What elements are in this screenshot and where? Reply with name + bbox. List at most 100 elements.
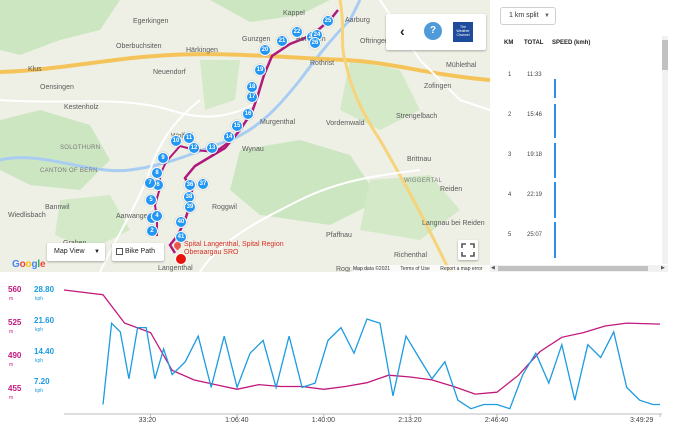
km-marker[interactable]: 4 xyxy=(151,210,163,222)
km-marker[interactable]: 5 xyxy=(145,194,157,206)
km-marker[interactable]: 19 xyxy=(254,64,266,76)
km-marker[interactable]: 37 xyxy=(197,178,209,190)
route-end-marker[interactable] xyxy=(175,253,187,265)
km-marker[interactable]: 21 xyxy=(276,35,288,47)
help-icon[interactable]: ? xyxy=(424,22,442,40)
split-total-time: 22:19 xyxy=(527,192,543,198)
split-speed-bar xyxy=(554,143,556,178)
km-marker[interactable]: 25 xyxy=(322,15,334,27)
back-chevron-icon[interactable]: ‹ xyxy=(400,23,405,39)
split-row: 1 11:33 xyxy=(490,60,660,100)
split-speed-bar xyxy=(554,182,556,218)
km-marker[interactable]: 12 xyxy=(188,142,200,154)
place-label: Roggwil xyxy=(212,204,237,211)
elevation-series-line xyxy=(63,289,661,395)
place-label: Oftringen xyxy=(360,38,389,45)
split-row: 3 19:18 xyxy=(490,140,660,180)
km-marker[interactable]: 10 xyxy=(170,135,182,147)
km-marker[interactable]: 39 xyxy=(184,201,196,213)
km-marker[interactable]: 40 xyxy=(175,216,187,228)
splits-horizontal-scrollbar[interactable]: ◀ ▶ xyxy=(490,265,668,272)
elevation-unit-label: m xyxy=(9,362,14,369)
scroll-left-arrow-icon[interactable]: ◀ xyxy=(491,265,495,271)
elevation-tick-label: 560 xyxy=(8,285,22,294)
km-marker[interactable]: 9 xyxy=(157,152,169,164)
speed-tick-label: 21.60 xyxy=(34,315,55,325)
map-view-dropdown[interactable]: Map View ▼ xyxy=(47,243,105,261)
elevation-unit-label: m xyxy=(9,296,14,302)
elevation-tick-label: 490 xyxy=(8,351,22,361)
x-tick-label: 3:49:29 xyxy=(630,417,654,424)
place-label: Pfaffnau xyxy=(326,232,352,239)
split-speed-bar xyxy=(554,222,556,258)
elevation-tick-label: 525 xyxy=(8,318,22,328)
speed-unit-label: kph xyxy=(35,296,44,302)
scrollbar-thumb[interactable] xyxy=(662,40,668,70)
scrollbar-thumb[interactable] xyxy=(498,266,648,271)
km-marker[interactable]: 22 xyxy=(291,26,303,38)
split-total-time: 15:46 xyxy=(527,112,543,118)
km-marker[interactable]: 15 xyxy=(231,120,243,132)
speed-unit-label: kph xyxy=(35,357,44,364)
place-label: Aarwangen xyxy=(116,213,152,220)
report-map-error-link[interactable]: Report a map error xyxy=(440,266,483,272)
place-label: Gunzgen xyxy=(242,36,271,43)
km-header: KM xyxy=(504,40,514,46)
place-label: Langnau bei Reiden xyxy=(422,220,485,227)
region-label: SOLOTHURN xyxy=(60,145,101,151)
caret-down-icon: ▼ xyxy=(544,13,550,19)
x-tick-label: 2:13:20 xyxy=(398,417,422,424)
speed-tick-label: 28.80 xyxy=(34,285,55,294)
route-map[interactable]: Egerkingen Kappel Oberbuchsiten Härkingen Gu… xyxy=(0,0,490,272)
speed-header: SPEED (kmh) xyxy=(552,40,591,46)
splits-vertical-scrollbar[interactable] xyxy=(662,36,668,264)
weather-channel-logo[interactable]: The Weather Channel xyxy=(453,22,473,42)
speed-unit-label: kph xyxy=(35,388,44,395)
split-row: 2 15:46 xyxy=(490,100,660,140)
speed-unit-label: kph xyxy=(35,326,44,333)
km-marker[interactable]: 16 xyxy=(242,108,254,120)
place-label: Brittnau xyxy=(407,156,432,163)
km-marker[interactable]: 2 xyxy=(146,225,158,237)
km-marker[interactable]: 14 xyxy=(223,131,235,143)
elevation-tick-label: 455 xyxy=(8,384,22,394)
km-marker[interactable]: 41 xyxy=(175,231,187,243)
split-km: 1 xyxy=(508,72,512,78)
split-total-time: 25:07 xyxy=(527,232,543,238)
scroll-right-arrow-icon[interactable]: ▶ xyxy=(661,265,665,271)
place-label: Murgenthal xyxy=(260,119,296,126)
terms-of-use-link[interactable]: Terms of Use xyxy=(400,266,430,272)
place-label: Bannwil xyxy=(45,204,70,211)
fullscreen-button[interactable] xyxy=(458,240,478,260)
split-row: 4 22:19 xyxy=(490,180,660,220)
split-km: 3 xyxy=(508,152,512,158)
weather-widget[interactable]: ‹ ? The Weather Channel xyxy=(386,14,486,50)
place-label: Mühlethal xyxy=(446,62,477,69)
km-marker[interactable]: 36 xyxy=(184,179,196,191)
region-label: WIGGERTAL xyxy=(404,178,443,184)
place-label: Wynau xyxy=(242,146,264,153)
map-data-credit: Map data ©2021 xyxy=(353,266,391,272)
km-marker[interactable]: 20 xyxy=(259,44,271,56)
km-marker[interactable]: 7 xyxy=(144,177,156,189)
elevation-unit-label: m xyxy=(9,329,14,336)
place-label: Wiedlisbach xyxy=(8,212,46,219)
place-label: Rothrist xyxy=(310,60,335,67)
place-label: Oensingen xyxy=(40,84,74,91)
x-tick-label: 33:20 xyxy=(138,417,157,424)
km-marker[interactable]: 8 xyxy=(151,167,163,179)
hospital-poi-label[interactable]: Spital Langenthal, Spital Region Oberaar… xyxy=(172,240,304,257)
x-tick-label: 1:06:40 xyxy=(225,417,249,424)
place-label: Strengelbach xyxy=(396,113,438,120)
place-label: Kestenholz xyxy=(64,104,99,111)
km-marker[interactable]: 18 xyxy=(246,81,258,93)
speed-tick-label: 7.20 xyxy=(34,377,50,387)
km-marker[interactable]: 26 xyxy=(309,37,321,49)
bike-path-checkbox[interactable] xyxy=(116,248,123,255)
place-label: Zofingen xyxy=(424,83,452,90)
split-dropdown[interactable]: 1 km split ▼ xyxy=(500,7,556,25)
km-marker[interactable]: 13 xyxy=(206,142,218,154)
bike-path-toggle[interactable]: Bike Path xyxy=(112,243,164,261)
split-row: 5 25:07 xyxy=(490,220,660,260)
